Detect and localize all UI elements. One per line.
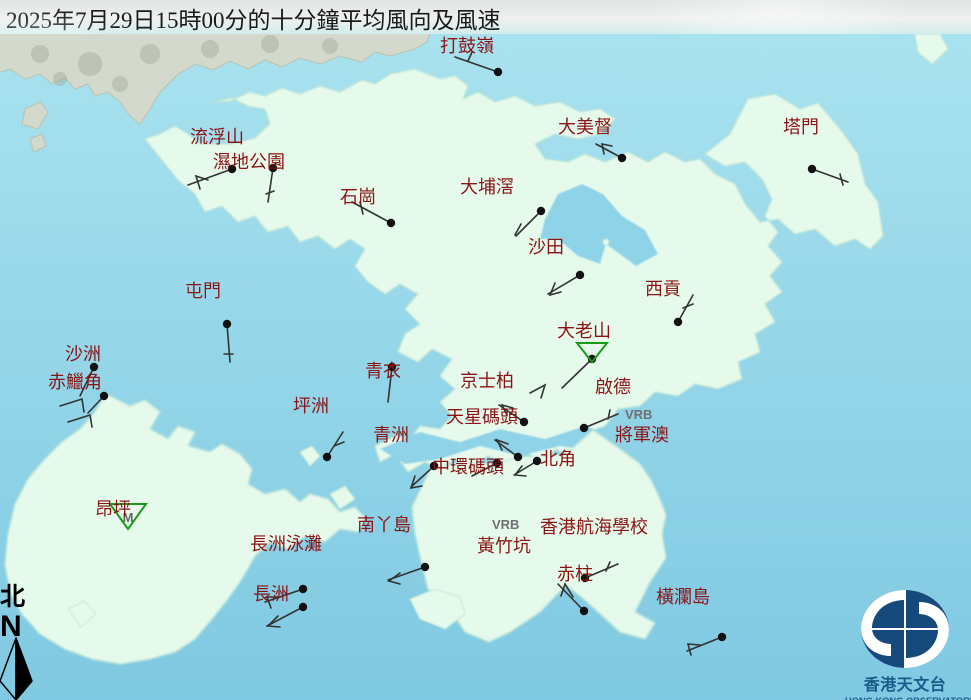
svg-text:北: 北 [0,583,25,611]
svg-text:N: N [0,610,22,643]
